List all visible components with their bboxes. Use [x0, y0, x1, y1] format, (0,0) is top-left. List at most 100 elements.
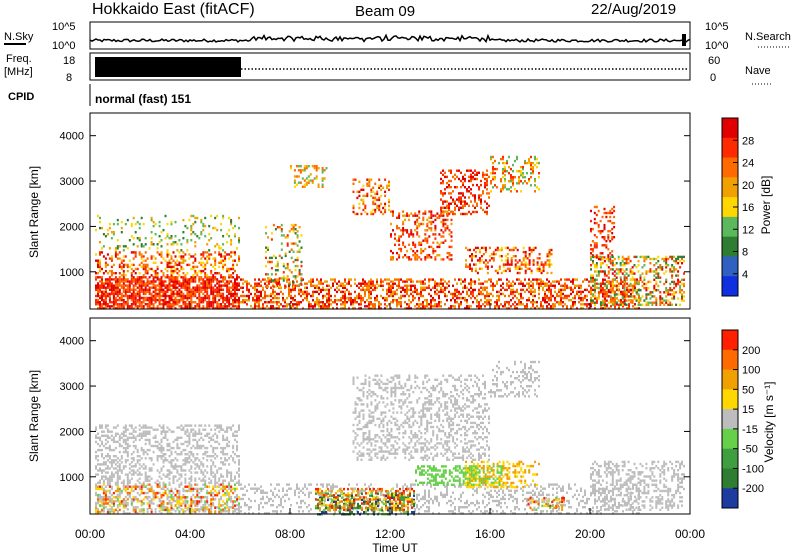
range-gate-cell — [434, 286, 436, 289]
range-gate-cell — [572, 301, 574, 304]
range-gate-cell — [144, 424, 147, 427]
range-gate-cell — [124, 290, 127, 293]
range-gate-cell — [612, 286, 614, 289]
range-gate-cell — [212, 276, 215, 279]
range-gate-cell — [202, 307, 205, 310]
range-gate-cell — [106, 471, 109, 474]
range-gate-cell — [611, 250, 614, 253]
range-gate-cell — [95, 485, 97, 488]
range-gate-cell — [603, 227, 606, 231]
range-gate-cell — [629, 278, 632, 281]
range-gate-cell — [613, 221, 616, 225]
range-gate-cell — [126, 504, 129, 507]
range-gate-cell — [599, 301, 602, 304]
range-gate-cell — [446, 299, 448, 302]
range-gate-cell — [614, 284, 616, 287]
range-gate-cell — [426, 239, 429, 242]
range-gate-cell — [148, 288, 151, 291]
range-gate-cell — [267, 236, 269, 239]
range-gate-cell — [372, 196, 375, 200]
range-gate-cell — [442, 220, 445, 224]
range-gate-cell — [601, 256, 604, 259]
range-gate-cell — [607, 230, 610, 233]
range-gate-cell — [246, 303, 248, 306]
range-gate-cell — [444, 227, 447, 230]
colorbar-segment — [722, 157, 738, 178]
range-gate-cell — [188, 257, 191, 260]
range-gate-cell — [681, 282, 683, 286]
range-gate-cell — [110, 284, 113, 287]
range-gate-cell — [286, 305, 288, 308]
range-gate-cell — [476, 183, 478, 187]
range-gate-cell — [380, 294, 382, 298]
range-gate-cell — [164, 457, 167, 460]
range-gate-cell — [238, 284, 240, 287]
range-gate-cell — [595, 270, 598, 273]
range-gate-cell — [108, 489, 111, 493]
range-gate-cell — [532, 165, 534, 169]
range-gate-cell — [156, 284, 159, 287]
range-gate-cell — [140, 432, 143, 435]
range-gate-cell — [424, 212, 427, 215]
range-gate-cell — [458, 278, 460, 281]
range-gate-cell — [104, 467, 107, 470]
range-gate-cell — [224, 263, 227, 267]
range-gate-cell — [444, 288, 446, 292]
range-gate-cell — [238, 239, 240, 242]
range-gate-cell — [262, 307, 264, 310]
range-gate-cell — [474, 288, 476, 292]
range-gate-cell — [471, 259, 473, 262]
range-gate-cell — [384, 178, 387, 181]
range-gate-cell — [204, 282, 207, 285]
range-gate-cell — [138, 276, 141, 279]
range-gate-cell — [128, 286, 131, 289]
range-gate-cell — [623, 282, 626, 286]
range-gate-cell — [354, 212, 357, 216]
range-gate-cell — [184, 284, 187, 287]
range-gate-cell — [160, 448, 163, 452]
range-gate-cell — [641, 255, 644, 259]
range-gate-cell — [288, 292, 290, 296]
range-gate-cell — [166, 487, 169, 491]
range-gate-cell — [621, 268, 624, 271]
range-gate-cell — [268, 279, 271, 282]
range-gate-cell — [308, 307, 310, 310]
range-gate-cell — [426, 224, 429, 228]
range-gate-cell — [140, 446, 143, 450]
range-gate-cell — [124, 222, 127, 226]
range-gate-cell — [430, 294, 432, 298]
range-gate-cell — [272, 223, 275, 227]
range-gate-cell — [134, 280, 137, 283]
range-gate-cell — [502, 176, 504, 179]
range-gate-cell — [218, 272, 221, 275]
range-gate-cell — [158, 253, 161, 256]
range-gate-cell — [164, 280, 167, 283]
range-gate-cell — [338, 280, 340, 283]
range-gate-cell — [152, 305, 155, 308]
range-gate-cell — [134, 267, 137, 271]
range-gate-cell — [110, 465, 113, 468]
range-gate-cell — [160, 499, 163, 503]
range-gate-cell — [603, 256, 606, 259]
range-gate-cell — [248, 294, 250, 298]
range-gate-cell — [108, 467, 111, 470]
range-gate-cell — [186, 307, 189, 310]
range-gate-cell — [122, 269, 125, 273]
range-gate-cell — [134, 430, 137, 433]
range-gate-cell — [194, 265, 197, 269]
range-gate-cell — [430, 278, 432, 281]
range-gate-cell — [158, 294, 161, 298]
range-gate-cell — [278, 292, 280, 296]
range-gate-cell — [621, 259, 624, 263]
range-gate-cell — [264, 296, 266, 300]
range-gate-cell — [498, 278, 500, 281]
range-gate-cell — [591, 250, 594, 253]
range-gate-cell — [677, 274, 680, 277]
range-gate-cell — [446, 206, 448, 209]
range-gate-cell — [392, 290, 394, 294]
range-gate-cell — [104, 485, 107, 488]
range-gate-cell — [180, 307, 183, 310]
range-gate-cell — [386, 288, 388, 292]
range-gate-cell — [350, 296, 352, 300]
range-gate-cell — [480, 246, 483, 250]
